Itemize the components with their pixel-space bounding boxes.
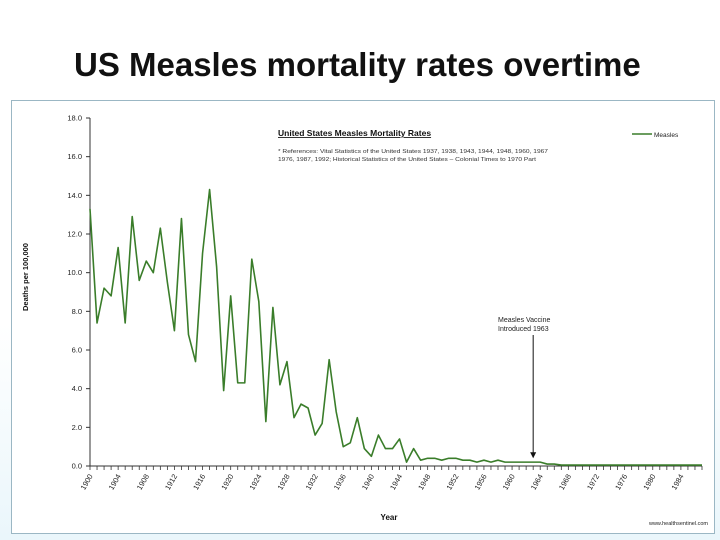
x-tick-label: 1952 [444, 473, 460, 492]
x-tick-label: 1968 [557, 473, 573, 492]
x-tick-label: 1960 [501, 473, 517, 492]
slide-title: US Measles mortality rates overtime [74, 46, 641, 83]
x-tick-label: 1944 [388, 473, 404, 492]
chart-references-line1: * References: Vital Statistics of the Un… [278, 149, 548, 155]
y-axis-label: Deaths per 100,000 [21, 243, 30, 311]
y-tick-label: 14.0 [67, 191, 82, 200]
x-tick-label: 1956 [473, 473, 489, 492]
y-tick-label: 16.0 [67, 152, 82, 161]
source-credit: www.healthsentinel.com [648, 521, 708, 527]
x-tick-label: 1900 [79, 473, 95, 492]
chart-title: United States Measles Mortality Rates [278, 128, 431, 138]
x-tick-label: 1904 [107, 473, 123, 492]
chart-frame: 0.0 2.0 4.0 6.0 8.0 10.0 12.0 14.0 16.0 18.0 1900… [11, 100, 715, 534]
y-tick-label: 6.0 [72, 346, 82, 355]
annotation-line1: Measles Vaccine [498, 317, 551, 324]
x-tick-label: 1940 [360, 473, 376, 492]
x-tick-label: 1908 [135, 473, 151, 492]
x-tick-label: 1984 [669, 473, 685, 492]
annotation-line2: Introduced 1963 [498, 326, 549, 333]
x-tick-label: 1936 [332, 473, 348, 492]
legend-label-measles: Measles [654, 132, 679, 139]
x-tick-label: 1928 [276, 473, 292, 492]
x-tick-label: 1916 [191, 473, 207, 492]
measles-mortality-chart: 0.0 2.0 4.0 6.0 8.0 10.0 12.0 14.0 16.0 18.0 1900… [21, 114, 708, 528]
x-tick-label: 1920 [219, 473, 235, 492]
x-tick-label: 1972 [585, 473, 601, 492]
x-tick-label: 1924 [247, 473, 263, 492]
x-tick-label: 1932 [304, 473, 320, 492]
legend: Measles [632, 132, 679, 139]
y-tick-label: 18.0 [67, 114, 82, 123]
chart-references-line2: 1976, 1987, 1992; Historical Statistics … [278, 157, 537, 163]
y-tick-label: 8.0 [72, 307, 82, 316]
x-tick-label: 1980 [641, 473, 657, 492]
vaccine-annotation: Measles Vaccine Introduced 1963 [498, 317, 551, 459]
x-axis-label: Year [381, 513, 398, 522]
x-tick-label: 1912 [163, 473, 179, 492]
x-tick-label: 1948 [416, 473, 432, 492]
x-tick-label: 1976 [613, 473, 629, 492]
y-tick-label: 2.0 [72, 423, 82, 432]
y-tick-label: 10.0 [67, 268, 82, 277]
y-tick-label: 4.0 [72, 384, 82, 393]
y-tick-label: 0.0 [72, 462, 82, 471]
annotation-arrowhead [530, 452, 537, 459]
x-tick-label: 1964 [529, 473, 545, 492]
series-line-measles [89, 188, 702, 466]
y-tick-label: 12.0 [67, 230, 82, 239]
